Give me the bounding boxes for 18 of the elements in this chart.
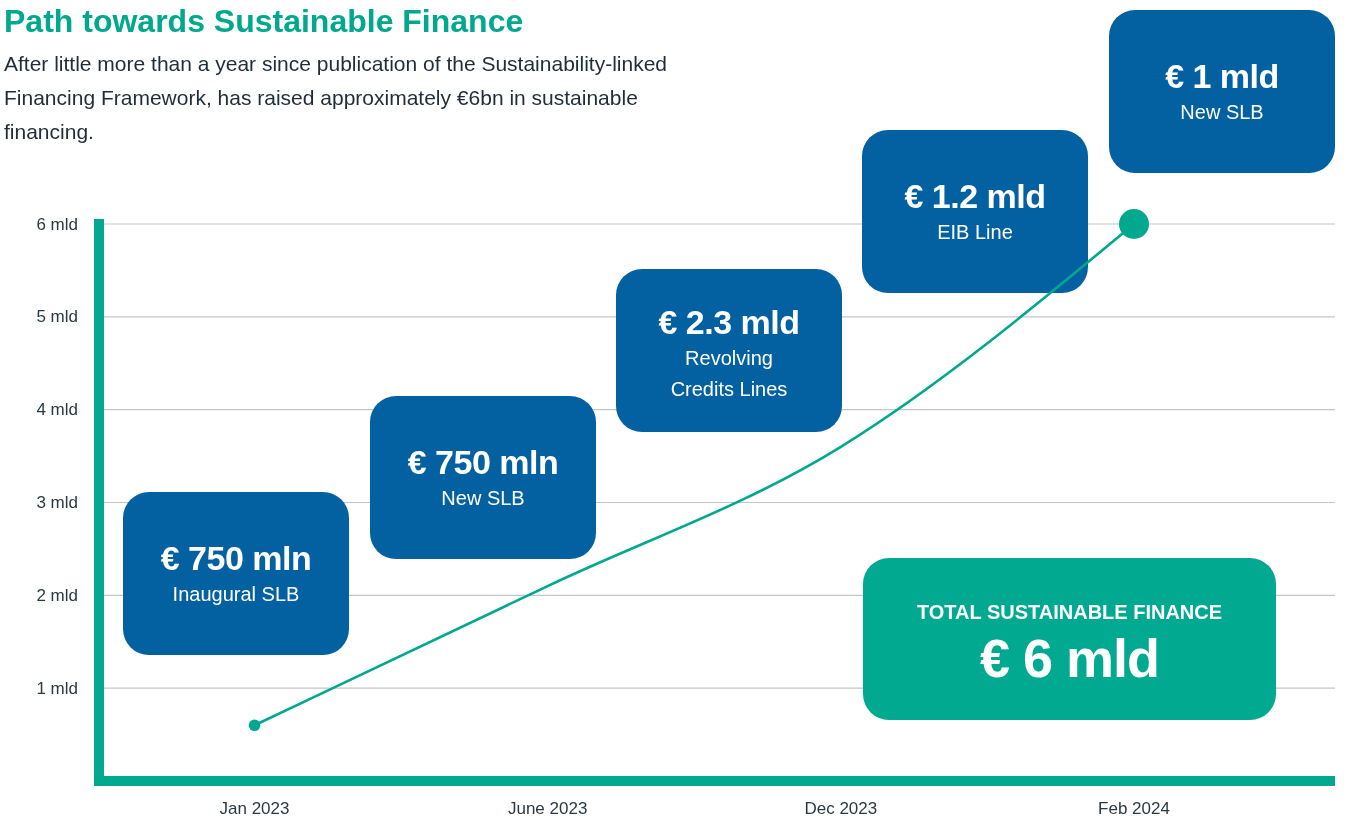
- text: € 1 mld New SLB: [1165, 57, 1279, 123]
- x-tick-label: June 2023: [507, 798, 588, 818]
- y-tick-label: 3 mld: [36, 493, 78, 512]
- chart-title: Path towards Sustainable Finance: [4, 3, 524, 39]
- y-tick-label: 5 mld: [36, 307, 78, 327]
- x-tick-label: Dec 2023: [804, 798, 878, 818]
- y-tick-label: 6 mld: [36, 214, 78, 234]
- y-tick-label: 1 mld: [36, 678, 78, 698]
- annotation: TOTAL SUSTAINABLE FINANCE € 6 mld: [916, 601, 1223, 688]
- y-tick-label: 4 mld: [36, 400, 78, 420]
- x-tick-label: Jan 2023: [219, 798, 290, 818]
- annotation: € 2.3 mld Revolving Credits Lines: [658, 303, 800, 400]
- annotation: € 1.2 mld EIB Line: [904, 177, 1046, 243]
- annotation: € 750 mln Inaugural SLB: [160, 539, 312, 605]
- annotation: € 750 mln New SLB: [407, 443, 559, 509]
- x-tick-label: Feb 2024: [1098, 798, 1170, 818]
- chart-subtitle: After little more than a year since publication of the Sustainability-linked Financing Framework, has raised approximately €6bn in sustainable financing.: [4, 52, 668, 143]
- y-tick-label: 2 mld: [36, 585, 78, 605]
